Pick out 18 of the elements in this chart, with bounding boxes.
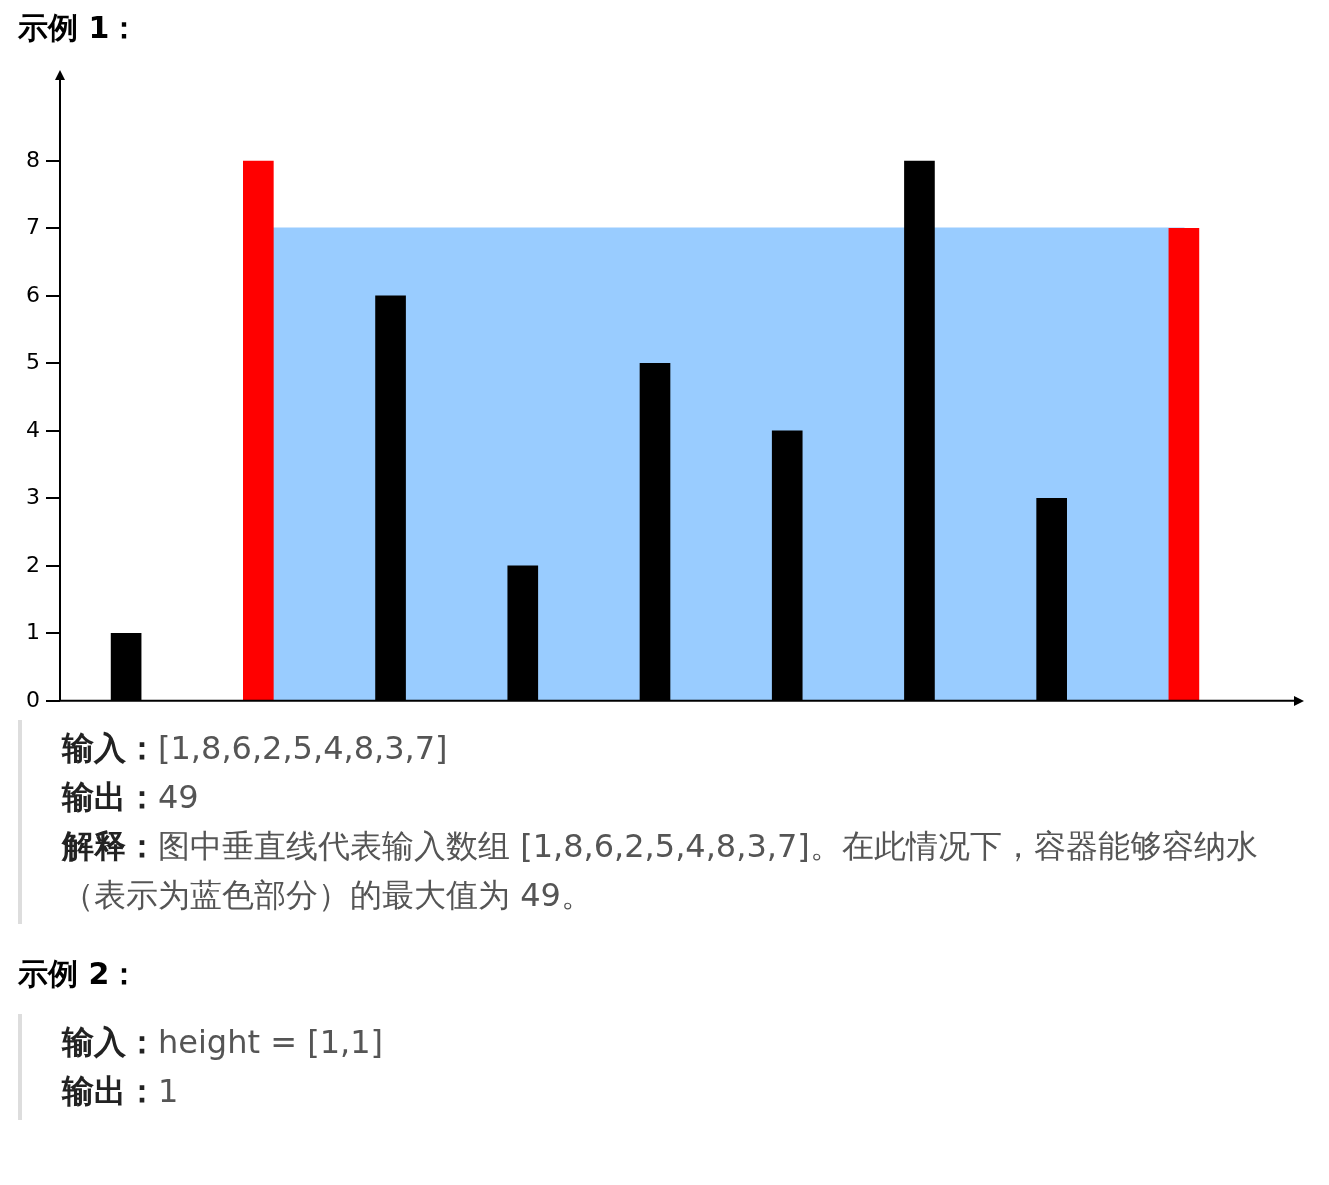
text: 输出：1 <box>62 1071 180 1112</box>
chart-title: 示例 1： <box>17 9 141 47</box>
y-tick-label: 6 <box>26 281 40 307</box>
bar <box>1168 228 1200 701</box>
y-tick-label: 1 <box>26 619 40 645</box>
text: 解释：图中垂直线代表输入数组 [1,8,6,2,5,4,8,3,7]。在此情况下，容器能够容纳水（表示为蓝色部分）的最大值为 49。 <box>62 826 1259 916</box>
y-tick-label: 2 <box>26 551 40 577</box>
y-tick-label: 3 <box>26 484 40 510</box>
y-tick-label: 8 <box>26 146 40 172</box>
text: 示例 2： <box>17 955 141 993</box>
text: 输出：49 <box>62 777 200 818</box>
y-tick-label: 7 <box>26 214 40 240</box>
y-tick-label: 0 <box>26 686 40 712</box>
y-tick-label: 4 <box>26 416 40 442</box>
text: 输入：height = [1,1] <box>62 1022 384 1063</box>
y-tick-label: 5 <box>26 349 40 375</box>
text: 输入：[1,8,6,2,5,4,8,3,7] <box>62 728 449 769</box>
bar <box>243 160 274 701</box>
